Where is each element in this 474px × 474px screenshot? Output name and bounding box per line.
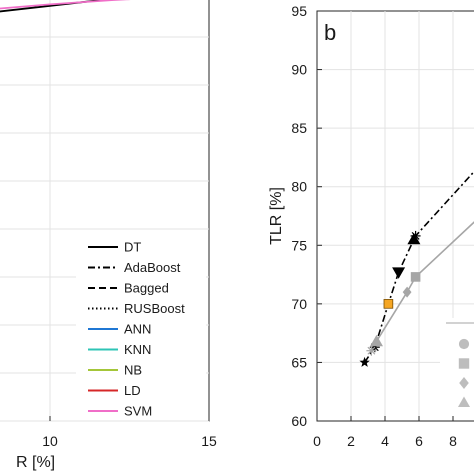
panel-b-y-axis-label: TLR [%]: [268, 187, 285, 245]
panel-b-y-tick-label: 85: [291, 120, 307, 136]
panel-a-x-tick-label: 15: [201, 433, 217, 449]
panel-b-marker-s2-diamond: [402, 286, 412, 298]
panel-b-x-tick-label: 2: [347, 433, 355, 449]
panel-b-marker-s1-asterisk: [410, 230, 421, 241]
panel-b-y-tick-label: 70: [291, 296, 307, 312]
legend-background: [76, 232, 206, 417]
legend-label-knn: KNN: [124, 342, 151, 357]
panel-b-x-tick-label: 0: [313, 433, 321, 449]
panel-b-partial-legend: [440, 318, 474, 418]
panel-b-x-ticks: 0 2 4 6 8: [313, 416, 457, 449]
panel-a-x-axis-label: R [%]: [16, 454, 55, 471]
legend-label-svm: SVM: [124, 404, 152, 419]
legend-label-nb: NB: [124, 363, 142, 378]
legend-label-ann: ANN: [124, 322, 151, 337]
panel-b-marker-s1-square: [383, 299, 394, 309]
panel-b-x-tick-label: 6: [415, 433, 423, 449]
panel-a-legend: DT AdaBoost Bagged RUSBoost ANN KNN NB LD SVM: [76, 232, 206, 419]
partial-legend-marker-circle: [458, 338, 470, 350]
panel-b-marker-s2-square: [410, 272, 421, 282]
panel-b-letter: b: [324, 20, 336, 45]
legend-label-dt: DT: [124, 240, 141, 255]
panel-b-y-ticks: 60 65 70 75 80 85 90 95: [291, 3, 322, 429]
panel-b-x-tick-label: 4: [381, 433, 389, 449]
panel-b-markers: [359, 230, 421, 367]
panel-a-x-ticks: 10 15: [42, 416, 217, 449]
panel-b-marker-s2-triangle-up: [370, 334, 383, 347]
panel-b-y-tick-label: 60: [291, 413, 307, 429]
panel-b-x-tick-label: 8: [449, 433, 457, 449]
panel-b-y-tick-label: 65: [291, 354, 307, 370]
partial-legend-marker-diamond: [459, 377, 469, 389]
partial-legend-marker-triangle-up: [458, 396, 470, 407]
panel-b-marker-s1-star: [359, 356, 370, 367]
panel-b-marker-s2-asterisk: [366, 345, 377, 356]
legend-label-bagged: Bagged: [124, 281, 169, 296]
panel-a-x-tick-label: 10: [42, 433, 58, 449]
panel-b-y-tick-label: 95: [291, 3, 307, 19]
legend-label-rusboost: RUSBoost: [124, 301, 185, 316]
legend-label-adaboost: AdaBoost: [124, 260, 181, 275]
legend-label-ld: LD: [124, 383, 141, 398]
panel-b-marker-s1-triangle-up: [407, 232, 421, 245]
panel-a: 10 15 R [%] DT AdaBoost Bagged RUSBoost ANN KN…: [0, 0, 217, 471]
panel-b-marker-s1-triangle-down: [392, 267, 406, 279]
partial-legend-marker-square: [458, 358, 470, 369]
panel-b: 60 65 70 75 80 85 90 95 0 2 4 6 8 b TLR [%]: [268, 3, 474, 449]
panel-b-y-tick-label: 90: [291, 62, 307, 78]
panel-b-y-tick-label: 80: [291, 179, 307, 195]
panel-b-y-tick-label: 75: [291, 237, 307, 253]
